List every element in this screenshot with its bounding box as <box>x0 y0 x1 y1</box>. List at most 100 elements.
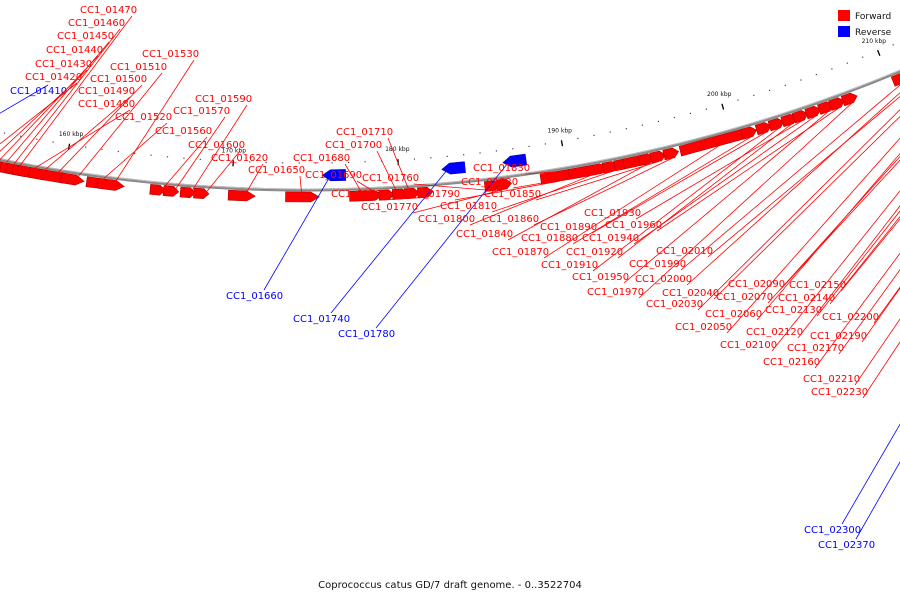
gene-feature-cc1_01570[interactable] <box>162 185 180 197</box>
gene-feature-cc1_01930[interactable] <box>791 110 809 124</box>
gene-label-cc1_01650[interactable]: CC1_01650 <box>248 165 305 176</box>
gene-label-cc1_01440[interactable]: CC1_01440 <box>46 45 103 56</box>
gene-feature-cc1_01770[interactable] <box>495 178 512 191</box>
gene-label-cc1_01600[interactable]: CC1_01600 <box>188 140 245 151</box>
gene-label-cc1_01410[interactable]: CC1_01410 <box>10 86 67 97</box>
gene-label-cc1_02120[interactable]: CC1_02120 <box>746 327 803 338</box>
gene-feature-cc1_01880[interactable] <box>740 126 758 140</box>
gene-feature-cc1_01970[interactable] <box>840 92 858 107</box>
gene-label-cc1_02300[interactable]: CC1_02300 <box>804 525 861 536</box>
gene-label-cc1_02370[interactable]: CC1_02370 <box>818 540 875 551</box>
gene-label-cc1_01800[interactable]: CC1_01800 <box>418 214 475 225</box>
gene-feature-cc1_01890[interactable] <box>754 122 772 136</box>
gene-label-cc1_02000[interactable]: CC1_02000 <box>635 274 692 285</box>
gene-label-cc1_02150[interactable]: CC1_02150 <box>789 280 846 291</box>
gene-label-cc1_02190[interactable]: CC1_02190 <box>810 331 867 342</box>
gene-feature-cc1_01620[interactable] <box>227 189 256 202</box>
gene-label-cc1_01510[interactable]: CC1_01510 <box>110 62 167 73</box>
gene-label-cc1_01760[interactable]: CC1_01760 <box>362 173 419 184</box>
gene-label-cc1_02130[interactable]: CC1_02130 <box>765 305 822 316</box>
gene-label-cc1_01880[interactable]: CC1_01880 <box>521 233 578 244</box>
gene-label-cc1_02170[interactable]: CC1_02170 <box>787 343 844 354</box>
gene-label-cc1_01490[interactable]: CC1_01490 <box>78 86 135 97</box>
gene-label-cc1_02140[interactable]: CC1_02140 <box>778 293 835 304</box>
ruler-minor-tick <box>315 162 317 164</box>
gene-label-cc1_01930[interactable]: CC1_01930 <box>584 208 641 219</box>
gene-label-cc1_02090[interactable]: CC1_02090 <box>728 279 785 290</box>
gene-label-cc1_01680[interactable]: CC1_01680 <box>293 153 350 164</box>
gene-feature-cc1_01860[interactable] <box>662 147 680 161</box>
ruler-label: 160 kbp <box>59 131 84 138</box>
gene-label-cc1_02030[interactable]: CC1_02030 <box>646 299 703 310</box>
gene-label-cc1_01690[interactable]: CC1_01690 <box>305 170 362 181</box>
gene-feature-cc1_01720[interactable] <box>417 186 434 199</box>
gene-label-cc1_02200[interactable]: CC1_02200 <box>822 312 879 323</box>
gene-label-cc1_01700[interactable]: CC1_01700 <box>325 140 382 151</box>
gene-feature-cc1_01530[interactable] <box>96 177 125 191</box>
gene-leader-line <box>838 269 900 355</box>
gene-label-cc1_01570[interactable]: CC1_01570 <box>173 106 230 117</box>
gene-label-cc1_02210[interactable]: CC1_02210 <box>803 374 860 385</box>
ruler-minor-tick <box>199 158 201 160</box>
gene-label-cc1_02050[interactable]: CC1_02050 <box>675 322 732 333</box>
gene-label-cc1_01950[interactable]: CC1_01950 <box>572 272 629 283</box>
gene-label-cc1_01530[interactable]: CC1_01530 <box>142 49 199 60</box>
gene-label-cc1_01910[interactable]: CC1_01910 <box>541 260 598 271</box>
gene-label-cc1_01940[interactable]: CC1_01940 <box>582 233 639 244</box>
gene-label-cc1_01460[interactable]: CC1_01460 <box>68 18 125 29</box>
gene-feature-cc1_01780[interactable] <box>502 153 528 168</box>
gene-label-cc1_01710[interactable]: CC1_01710 <box>336 127 393 138</box>
gene-label-cc1_01660[interactable]: CC1_01660 <box>226 291 283 302</box>
gene-label-cc1_02060[interactable]: CC1_02060 <box>705 309 762 320</box>
gene-label-cc1_01870[interactable]: CC1_01870 <box>492 247 549 258</box>
gene-label-cc1_01590[interactable]: CC1_01590 <box>195 94 252 105</box>
gene-leader-line <box>533 157 673 226</box>
gene-label-cc1_01780[interactable]: CC1_01780 <box>338 329 395 340</box>
gene-feature-cc1_01590[interactable] <box>179 186 196 199</box>
gene-feature-cc1_01510[interactable] <box>59 172 85 186</box>
gene-label-cc1_02100[interactable]: CC1_02100 <box>720 340 777 351</box>
gene-label-cc1_01560[interactable]: CC1_01560 <box>155 126 212 137</box>
gene-label-cc1_01720[interactable]: CC1_01720 <box>331 189 388 200</box>
gene-label-cc1_01420[interactable]: CC1_01420 <box>25 72 82 83</box>
gene-feature-cc1_01990[interactable] <box>890 73 900 87</box>
gene-label-cc1_01480[interactable]: CC1_01480 <box>78 99 135 110</box>
gene-feature-cc1_01560[interactable] <box>149 183 166 196</box>
gene-label-cc1_01920[interactable]: CC1_01920 <box>566 247 623 258</box>
gene-feature-cc1_01600[interactable] <box>193 187 210 199</box>
gene-label-cc1_01990[interactable]: CC1_01990 <box>629 259 686 270</box>
gene-label-cc1_01770[interactable]: CC1_01770 <box>361 202 418 213</box>
gene-label-cc1_01450[interactable]: CC1_01450 <box>57 31 114 42</box>
gene-label-cc1_01740[interactable]: CC1_01740 <box>293 314 350 325</box>
gene-label-cc1_01620[interactable]: CC1_01620 <box>211 153 268 164</box>
gene-label-cc1_01470[interactable]: CC1_01470 <box>80 5 137 16</box>
gene-label-cc1_01520[interactable]: CC1_01520 <box>115 112 172 123</box>
gene-feature-cc1_01910[interactable] <box>767 118 785 132</box>
gene-label-cc1_01500[interactable]: CC1_01500 <box>90 74 147 85</box>
gene-label-cc1_01960[interactable]: CC1_01960 <box>605 220 662 231</box>
gene-feature-cc1_01650[interactable] <box>285 191 320 203</box>
gene-label-cc1_02070[interactable]: CC1_02070 <box>716 292 773 303</box>
gene-label-cc1_01860[interactable]: CC1_01860 <box>482 214 539 225</box>
gene-label-cc1_01820[interactable]: CC1_01820 <box>461 177 518 188</box>
gene-feature-cc1_01710[interactable] <box>403 187 420 200</box>
gene-label-cc1_02040[interactable]: CC1_02040 <box>662 288 719 299</box>
gene-feature-cc1_01660[interactable] <box>321 169 347 182</box>
gene-label-cc1_01840[interactable]: CC1_01840 <box>456 229 513 240</box>
gene-feature-cc1_01940[interactable] <box>804 105 822 120</box>
gene-label-cc1_01790[interactable]: CC1_01790 <box>403 189 460 200</box>
gene-label-cc1_01850[interactable]: CC1_01850 <box>484 189 541 200</box>
gene-feature-cc1_01850[interactable] <box>649 150 666 164</box>
gene-label-cc1_01890[interactable]: CC1_01890 <box>540 222 597 233</box>
gene-label-cc1_02160[interactable]: CC1_02160 <box>763 357 820 368</box>
gene-label-cc1_01970[interactable]: CC1_01970 <box>587 287 644 298</box>
gene-label-cc1_01810[interactable]: CC1_01810 <box>440 201 497 212</box>
gene-label-cc1_02230[interactable]: CC1_02230 <box>811 387 868 398</box>
gene-label-cc1_02010[interactable]: CC1_02010 <box>656 246 713 257</box>
gene-label-cc1_01430[interactable]: CC1_01430 <box>35 59 92 70</box>
ruler-minor-tick <box>673 116 676 119</box>
gene-feature-cc1_01740[interactable] <box>441 161 466 175</box>
ruler-minor-tick <box>413 158 416 160</box>
gene-label-cc1_01830[interactable]: CC1_01830 <box>473 163 530 174</box>
gene-feature-cc1_01960[interactable] <box>828 97 845 111</box>
